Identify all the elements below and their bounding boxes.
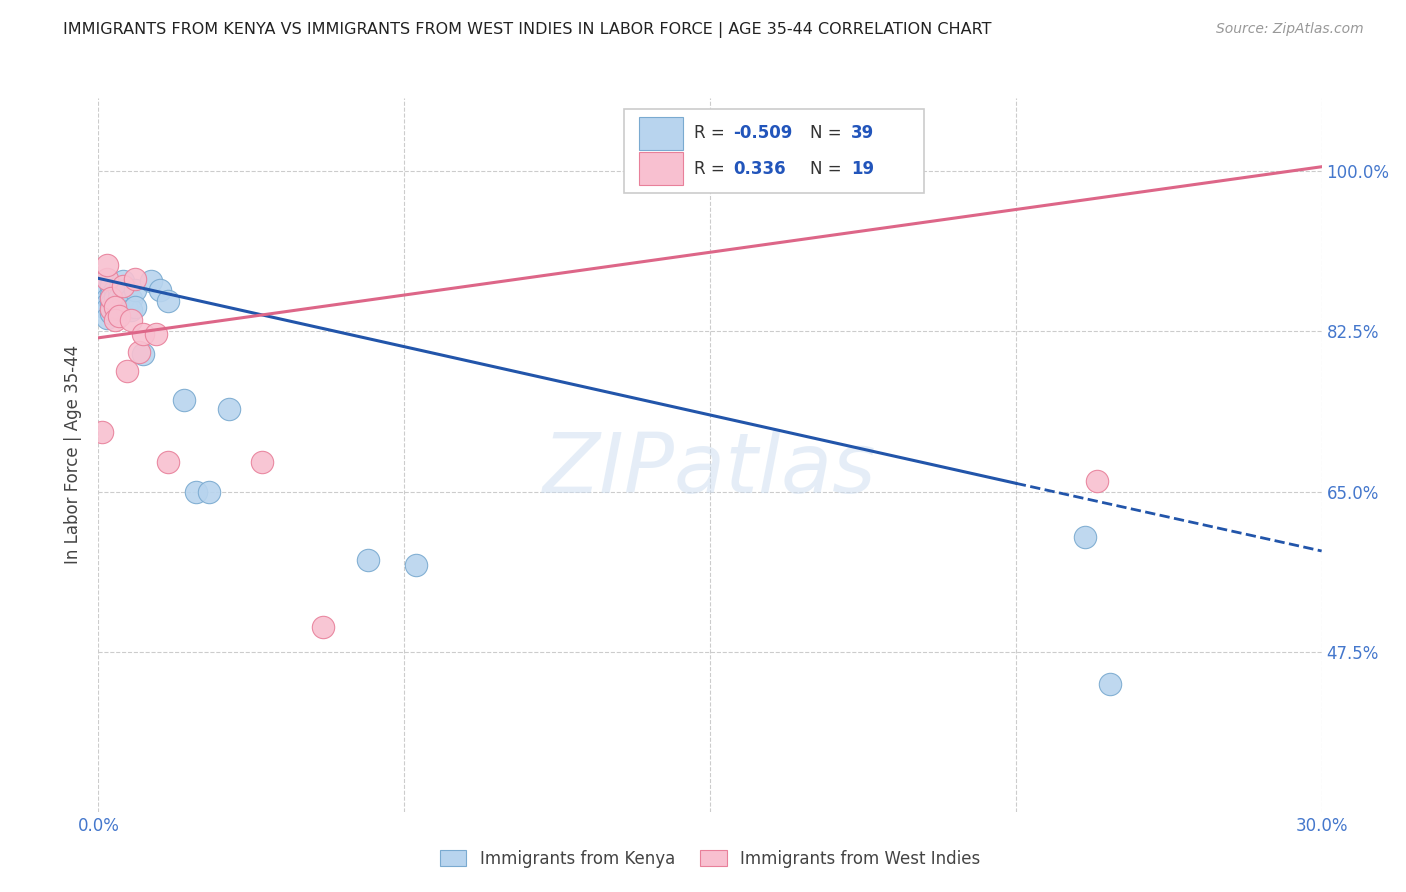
Point: [96, 258, 118, 272]
Y-axis label: In Labor Force | Age 35-44: In Labor Force | Age 35-44: [63, 345, 82, 565]
Point: [356, 553, 378, 567]
Point: [405, 558, 427, 572]
Point: [104, 312, 127, 326]
Point: [132, 347, 155, 361]
Point: [173, 392, 195, 407]
Point: [108, 309, 131, 323]
Point: [104, 283, 127, 297]
FancyBboxPatch shape: [640, 153, 683, 185]
Point: [149, 283, 172, 297]
Point: [100, 297, 122, 311]
Point: [120, 303, 142, 318]
Point: [96, 272, 118, 286]
Point: [100, 293, 122, 307]
Point: [111, 291, 134, 305]
Text: N =: N =: [810, 124, 848, 142]
Point: [104, 301, 127, 316]
Point: [124, 300, 146, 314]
Point: [312, 620, 335, 634]
Point: [1074, 530, 1097, 544]
Point: [100, 301, 122, 316]
Point: [186, 484, 208, 499]
Point: [120, 312, 142, 326]
Point: [156, 294, 179, 309]
Text: Source: ZipAtlas.com: Source: ZipAtlas.com: [1216, 22, 1364, 37]
Point: [141, 274, 163, 288]
Point: [218, 402, 240, 417]
Point: [1098, 676, 1121, 690]
Point: [111, 274, 134, 288]
Point: [100, 291, 122, 305]
Point: [115, 301, 138, 316]
Point: [1085, 474, 1108, 488]
Point: [120, 293, 142, 307]
Point: [100, 306, 122, 320]
Point: [156, 455, 179, 469]
Point: [108, 283, 131, 297]
Point: [100, 278, 122, 293]
FancyBboxPatch shape: [640, 117, 683, 150]
Point: [124, 283, 146, 297]
Point: [91, 297, 114, 311]
Point: [132, 327, 155, 342]
Text: N =: N =: [810, 160, 848, 178]
Point: [96, 310, 118, 325]
Point: [100, 288, 122, 302]
Point: [128, 345, 150, 359]
Point: [91, 278, 114, 293]
Point: [96, 283, 118, 297]
Text: 39: 39: [851, 124, 875, 142]
Text: IMMIGRANTS FROM KENYA VS IMMIGRANTS FROM WEST INDIES IN LABOR FORCE | AGE 35-44 : IMMIGRANTS FROM KENYA VS IMMIGRANTS FROM…: [63, 22, 991, 38]
Point: [111, 278, 134, 293]
Point: [96, 293, 118, 307]
Text: ZIPatlas: ZIPatlas: [543, 429, 877, 509]
Text: 0.336: 0.336: [734, 160, 786, 178]
Point: [115, 364, 138, 378]
Text: R =: R =: [695, 160, 735, 178]
Point: [104, 300, 127, 314]
Text: R =: R =: [695, 124, 730, 142]
Point: [91, 425, 114, 439]
Legend: Immigrants from Kenya, Immigrants from West Indies: Immigrants from Kenya, Immigrants from W…: [433, 844, 987, 875]
FancyBboxPatch shape: [624, 109, 924, 193]
Point: [104, 291, 127, 305]
Point: [115, 283, 138, 297]
Point: [91, 288, 114, 302]
Point: [108, 291, 131, 305]
Point: [96, 301, 118, 316]
Text: -0.509: -0.509: [734, 124, 793, 142]
Point: [124, 272, 146, 286]
Point: [96, 297, 118, 311]
Text: 19: 19: [851, 160, 873, 178]
Point: [108, 301, 131, 316]
Point: [145, 327, 167, 342]
Point: [250, 455, 273, 469]
Point: [197, 484, 219, 499]
